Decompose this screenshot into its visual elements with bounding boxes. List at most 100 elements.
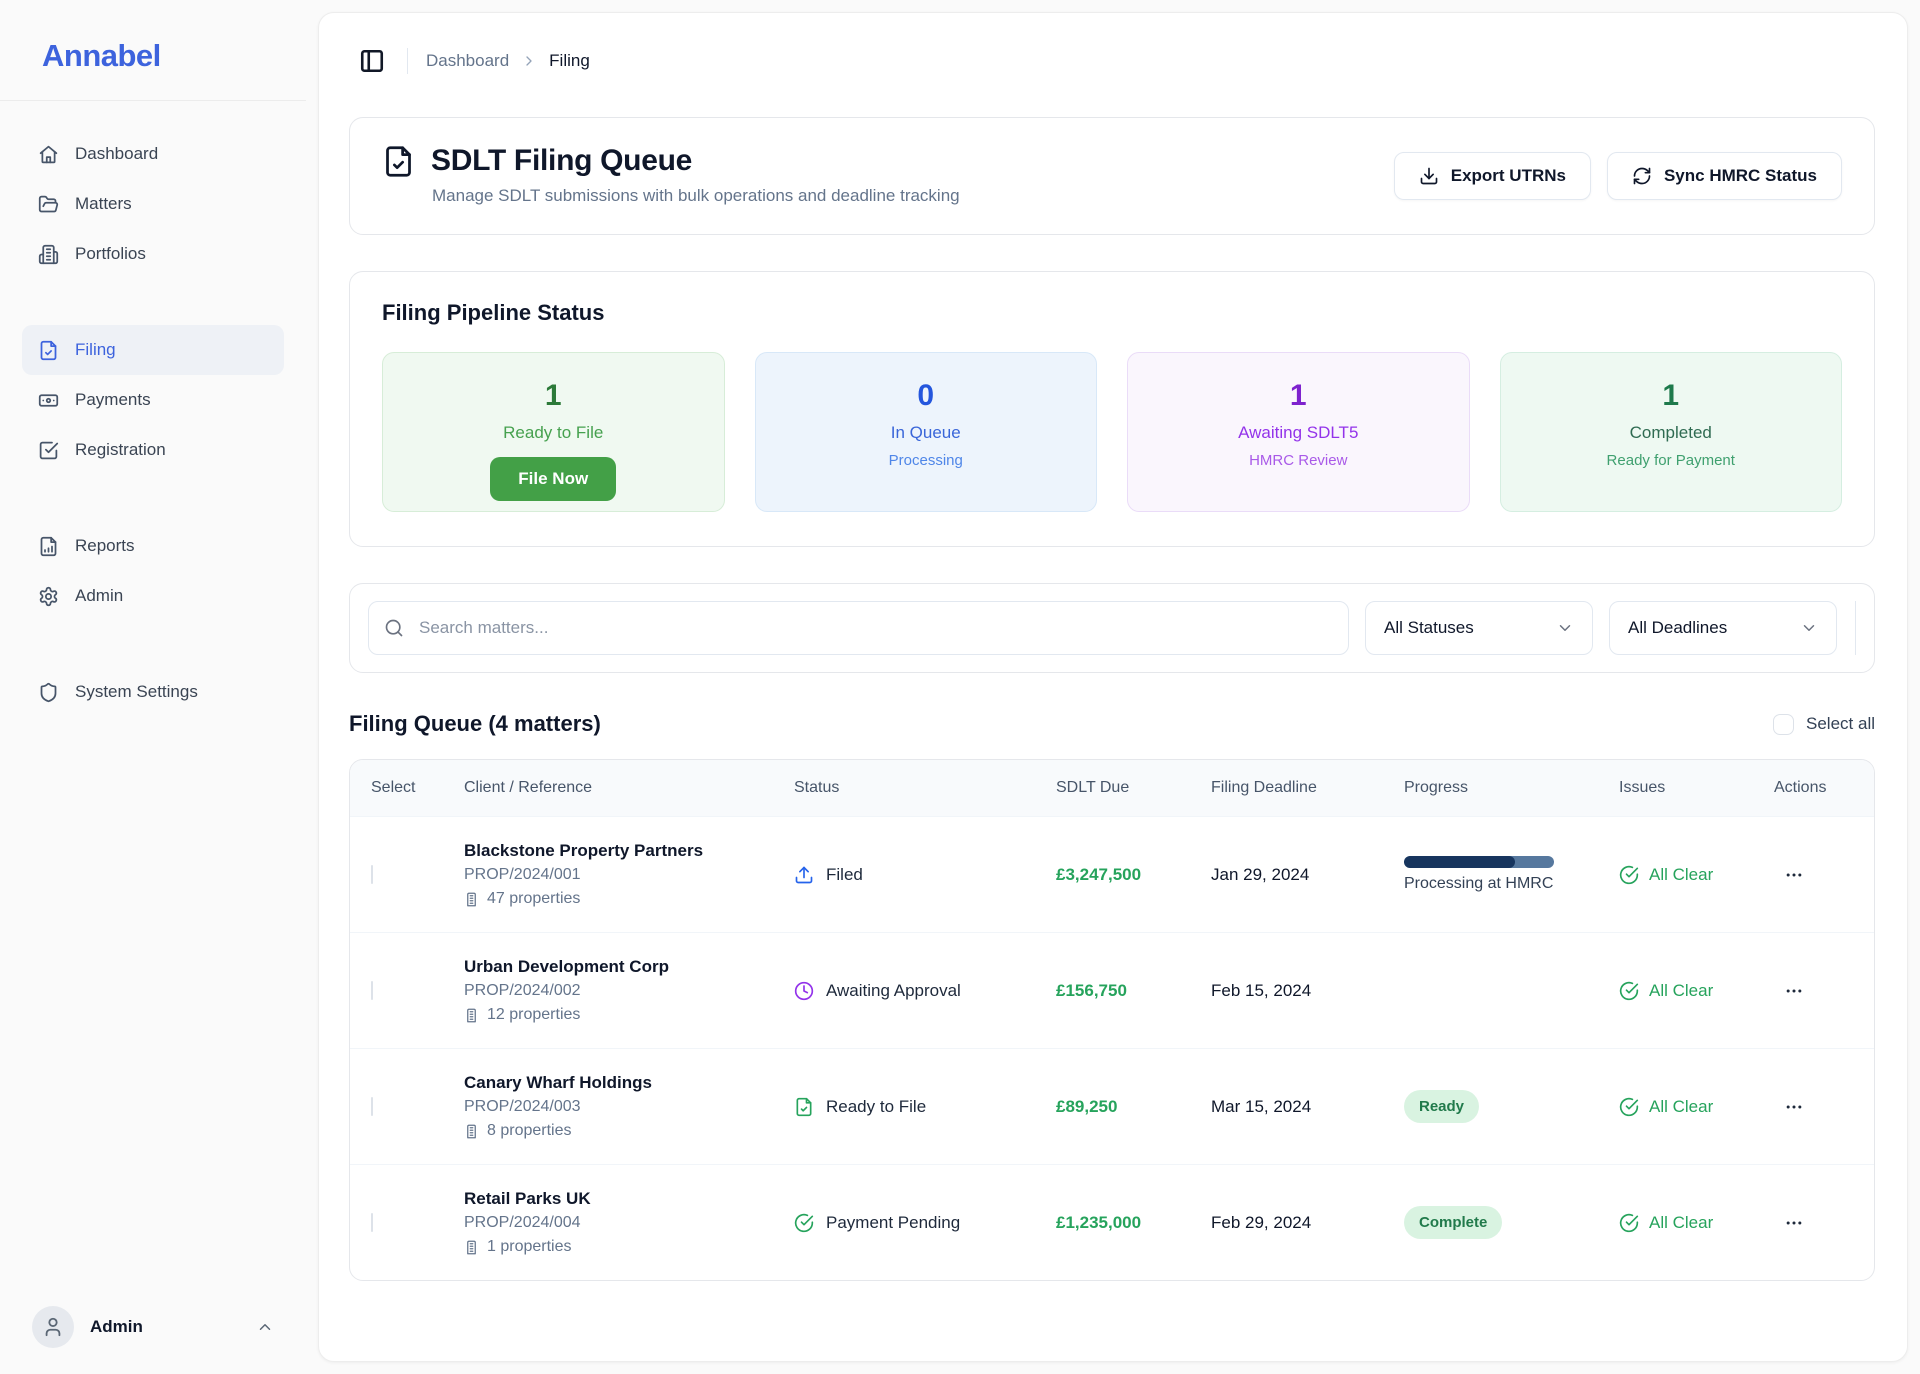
select-all-checkbox[interactable] [1773,713,1795,735]
row-checkbox[interactable] [371,864,373,884]
filter-bar: All Statuses All Deadlines [349,583,1875,673]
page-header-card: SDLT Filing Queue Manage SDLT submission… [349,117,1875,235]
home-icon [38,144,59,165]
status-cell: Payment Pending [794,1213,1056,1233]
file-check-icon [794,1097,814,1117]
sidebar: Annabel Dashboard Matters Portfolios Fil… [0,0,306,1374]
pipeline-card-completed: 1 Completed Ready for Payment [1499,352,1842,512]
pipeline-title: Filing Pipeline Status [382,300,605,325]
select-all[interactable]: Select all [1773,713,1875,735]
col-client-reference: Client / Reference [464,779,593,796]
row-checkbox[interactable] [371,980,373,1000]
row-actions-button[interactable] [1774,859,1814,891]
search-input[interactable] [368,601,1349,655]
table-row: Canary Wharf Holdings PROP/2024/003 8 pr… [350,1048,1874,1164]
col-progress: Progress [1404,779,1469,796]
sidebar-item-system-settings[interactable]: System Settings [22,667,284,717]
building-icon [464,1008,479,1023]
completed-count: 1 [1662,379,1680,412]
filter-divider [1855,601,1856,655]
breadcrumb-dashboard[interactable]: Dashboard [426,51,510,70]
chevron-down-icon [1556,619,1574,637]
pipeline-status-card: Filing Pipeline Status 1 Ready to File F… [349,271,1875,547]
progress-cell: Processing at HMRC [1404,856,1554,893]
row-checkbox[interactable] [371,1096,373,1116]
sidebar-item-admin[interactable]: Admin [22,571,284,621]
avatar [32,1306,74,1348]
chevron-down-icon [1800,619,1818,637]
user-name: Admin [90,1317,143,1336]
pipeline-grid: 1 Ready to File File Now 0 In Queue Proc… [382,352,1842,512]
completed-label: Completed [1629,423,1712,442]
check-square-icon [38,440,59,461]
sidebar-item-matters[interactable]: Matters [22,179,284,229]
row-actions-button[interactable] [1774,1207,1814,1239]
download-icon [1419,166,1439,186]
refresh-icon [1632,166,1652,186]
client-cell: Retail Parks UK PROP/2024/004 1 properti… [464,1189,591,1255]
filing-deadline: Mar 15, 2024 [1211,1096,1312,1116]
col-sdlt-due: SDLT Due [1056,779,1130,796]
row-actions-button[interactable] [1774,1091,1814,1123]
file-check-title-icon [382,145,415,178]
app-logo: Annabel [42,38,161,73]
status-cell: Awaiting Approval [794,981,1056,1001]
check-circle-icon [1619,865,1639,885]
client-cell: Canary Wharf Holdings PROP/2024/003 8 pr… [464,1073,652,1139]
issues-cell: All Clear [1619,1097,1774,1117]
status-filter-select[interactable]: All Statuses [1365,601,1593,655]
breadcrumb: Dashboard Filing [426,51,590,71]
queue-label: In Queue [890,423,961,442]
check-circle-icon [1619,981,1639,1001]
table-row: Urban Development Corp PROP/2024/002 12 … [350,932,1874,1048]
row-checkbox[interactable] [371,1212,373,1232]
sidebar-item-payments[interactable]: Payments [22,375,284,425]
sidebar-item-label: Registration [75,440,166,459]
sidebar-item-registration[interactable]: Registration [22,425,284,475]
issues-cell: All Clear [1619,1213,1774,1233]
sidebar-item-filing[interactable]: Filing [22,325,284,375]
sidebar-header: Annabel [0,0,306,101]
building-icon [464,1124,479,1139]
sidebar-item-dashboard[interactable]: Dashboard [22,129,284,179]
progress-bar [1404,856,1554,868]
pipeline-card-ready-to-file: 1 Ready to File File Now [382,352,725,512]
clock-icon [794,981,814,1001]
sidebar-item-label: System Settings [75,682,198,701]
sidebar-item-label: Payments [75,390,151,409]
completed-sublabel: Ready for Payment [1606,452,1735,469]
sidebar-toggle-button[interactable] [355,44,389,78]
sidebar-item-label: Admin [75,586,124,605]
check-circle-icon [1619,1097,1639,1117]
sidebar-item-reports[interactable]: Reports [22,521,284,571]
progress-cell: Complete [1404,1206,1619,1239]
queue-count: 0 [917,379,935,412]
awaiting-count: 1 [1289,379,1307,412]
topbar: Dashboard Filing [349,13,1875,109]
building-icon [464,892,479,907]
client-cell: Blackstone Property Partners PROP/2024/0… [464,841,704,907]
table-row: Blackstone Property Partners PROP/2024/0… [350,816,1874,932]
export-utrns-button[interactable]: Export UTRNs [1393,152,1591,200]
sdlt-due: £1,235,000 [1056,1212,1142,1232]
ready-count: 1 [544,379,562,412]
file-now-button[interactable]: File Now [490,457,617,501]
building-icon [38,244,59,265]
awaiting-label: Awaiting SDLT5 [1238,423,1359,442]
filing-deadline: Feb 15, 2024 [1211,980,1312,1000]
sidebar-item-label: Matters [75,194,132,213]
sidebar-item-label: Filing [75,340,116,359]
main-panel: Dashboard Filing SDLT Filing Queue Manag… [318,12,1908,1362]
page-subtitle: Manage SDLT submissions with bulk operat… [432,186,960,205]
sidebar-item-portfolios[interactable]: Portfolios [22,229,284,279]
deadline-filter-select[interactable]: All Deadlines [1609,601,1837,655]
sdlt-due: £89,250 [1056,1096,1118,1116]
search-wrap [368,601,1349,655]
filing-deadline: Feb 29, 2024 [1211,1212,1312,1232]
user-menu[interactable]: Admin [22,1298,284,1356]
progress-label: Processing at HMRC [1404,875,1554,892]
search-icon [384,618,404,638]
row-actions-button[interactable] [1774,975,1814,1007]
sync-hmrc-status-button[interactable]: Sync HMRC Status [1606,152,1842,200]
pipeline-card-in-queue: 0 In Queue Processing [754,352,1097,512]
